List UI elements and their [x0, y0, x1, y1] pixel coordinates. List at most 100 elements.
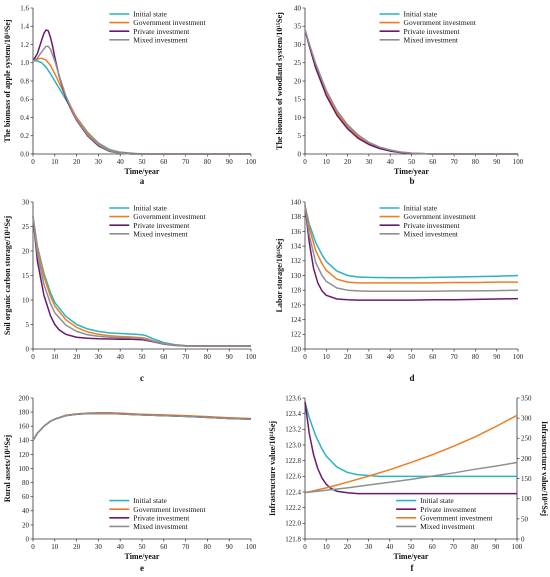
x-tick-label: 40 [117, 158, 125, 166]
chart-panel-d: 0 10 20 30 40 50 60 70 80 90 100 120 122 124 126 128 130… [275, 198, 524, 383]
x-tick-label: 100 [513, 158, 524, 166]
chart-panel-a: 0 10 20 30 40 50 60 70 80 90 100 0.0 0.2 0.4 0.6 0.8 1.0… [3, 4, 257, 186]
y-axis-label: The biomass of woodland system/10¹⁵Sej [275, 12, 284, 150]
y-tick-label: 1.2 [20, 41, 29, 49]
x-tick-label: 20 [344, 353, 352, 361]
x-tick-label: 100 [246, 158, 257, 166]
y-tick-label: 1.0 [20, 59, 29, 67]
legend-label-initial-state: Initial state [133, 496, 167, 505]
x-tick-label: 30 [365, 543, 373, 551]
chart-panel-e: 0 10 20 30 40 50 60 70 80 90 100 0 20 40 60 80 100 120 140… [3, 394, 257, 573]
panel-label-e: e [140, 563, 144, 573]
panel-label-a: a [140, 176, 145, 186]
series-line-initial-state [304, 401, 517, 478]
y2-tick-label: 150 [521, 475, 532, 483]
series-line-mixed-investment [32, 216, 251, 347]
y-tick-label: 20 [22, 521, 30, 529]
y2-axis-label: Infrastructure value/10¹⁶Sej [540, 421, 549, 516]
y-tick-label: 140 [19, 437, 30, 445]
y-tick-label: 180 [19, 409, 30, 417]
y-axis-label: Infrastructure value/10¹⁴Sej [268, 421, 277, 516]
y-tick-label: 10 [22, 296, 30, 304]
x-tick-label: 50 [139, 353, 147, 361]
chart-panel-f: 0 10 20 30 40 50 60 70 80 90 100 121.8 122.0 122.2 122… [268, 394, 549, 573]
y-tick-label: 122.4 [285, 488, 301, 496]
y-axis-label: The biomass of apple system/10¹⁴Sej [3, 19, 12, 142]
y-axis-label: Rural assets/10¹⁴Sej [3, 435, 12, 503]
y-tick-label: 122.0 [285, 520, 301, 528]
y2-tick-label: 300 [521, 415, 532, 423]
x-tick-label: 90 [493, 353, 501, 361]
y-tick-label: 40 [294, 4, 302, 12]
x-tick-label: 70 [451, 353, 459, 361]
y-tick-label: 15 [294, 96, 302, 104]
y-tick-label: 80 [22, 479, 30, 487]
legend-label-private-investment: Private investment [133, 221, 190, 230]
y-tick-label: 20 [22, 247, 30, 255]
x-tick-label: 20 [73, 158, 81, 166]
legend-label-government-investment: Government investment [404, 18, 477, 27]
y-tick-label: 132 [291, 257, 302, 265]
series-line-government-investment [32, 412, 252, 441]
panel-label-d: d [409, 373, 414, 383]
y-tick-label: 30 [294, 41, 302, 49]
x-tick-label: 10 [323, 353, 331, 361]
series-line-private-investment [304, 401, 517, 495]
y-axis-label: Labor storage/10¹⁴Sej [275, 238, 284, 312]
y-tick-label: 100 [19, 465, 30, 473]
x-tick-label: 100 [512, 543, 523, 551]
chart-panel-c: 0 10 20 30 40 50 60 70 80 90 100 0 5 10 15 20 25 30 Soil o… [3, 198, 257, 383]
y-tick-label: 122.2 [285, 504, 301, 512]
x-tick-label: 90 [226, 543, 234, 551]
panel-label-f: f [411, 563, 415, 573]
x-tick-label: 90 [492, 543, 500, 551]
x-tick-label: 40 [117, 543, 125, 551]
y-tick-label: 1.6 [20, 4, 29, 12]
y-tick-label: 123.4 [285, 410, 301, 418]
y-tick-label: 0 [26, 535, 30, 543]
x-tick-label: 70 [182, 353, 190, 361]
series-line-government-investment [304, 29, 518, 155]
y-tick-label: 126 [291, 301, 302, 309]
x-tick-label: 0 [303, 353, 307, 361]
x-tick-label: 90 [226, 158, 234, 166]
y-tick-label: 35 [294, 23, 302, 31]
legend-label-government-investment: Government investment [404, 212, 477, 221]
series-line-initial-state [304, 29, 518, 155]
x-tick-label: 70 [182, 543, 190, 551]
x-tick-label: 10 [51, 353, 59, 361]
x-tick-label: 0 [31, 543, 35, 551]
y-tick-label: 20 [294, 77, 302, 85]
x-tick-label: 50 [408, 543, 416, 551]
y-tick-label: 0 [26, 345, 30, 353]
x-tick-label: 50 [408, 353, 416, 361]
x-tick-label: 0 [303, 543, 307, 551]
legend-label-government-investment: Government investment [420, 513, 493, 522]
y-tick-label: 123.0 [285, 441, 301, 449]
y-tick-label: 128 [291, 287, 302, 295]
x-axis-label: Time/year [125, 167, 160, 176]
y2-tick-label: 350 [521, 394, 532, 402]
x-tick-label: 100 [246, 543, 257, 551]
y-tick-label: 122 [291, 331, 302, 339]
y2-tick-label: 0 [521, 535, 525, 543]
y-tick-label: 124 [291, 316, 302, 324]
x-tick-label: 10 [323, 543, 331, 551]
series-line-private-investment [304, 29, 518, 155]
y-tick-label: 25 [294, 59, 302, 67]
legend-label-initial-state: Initial state [404, 10, 438, 19]
legend-label-government-investment: Government investment [133, 212, 206, 221]
y-tick-label: 0.8 [20, 77, 29, 85]
y-tick-label: 200 [19, 394, 30, 402]
y-tick-label: 1.4 [20, 23, 29, 31]
legend-label-private-investment: Private investment [133, 513, 190, 522]
chart-panel-b: 0 10 20 30 40 50 60 70 80 90 1000510152025303540Ti… [275, 4, 524, 186]
y-tick-label: 122.6 [285, 473, 301, 481]
x-tick-label: 40 [387, 353, 395, 361]
x-tick-label: 30 [95, 543, 103, 551]
y-tick-label: 120 [19, 451, 30, 459]
x-tick-label: 0 [303, 158, 307, 166]
